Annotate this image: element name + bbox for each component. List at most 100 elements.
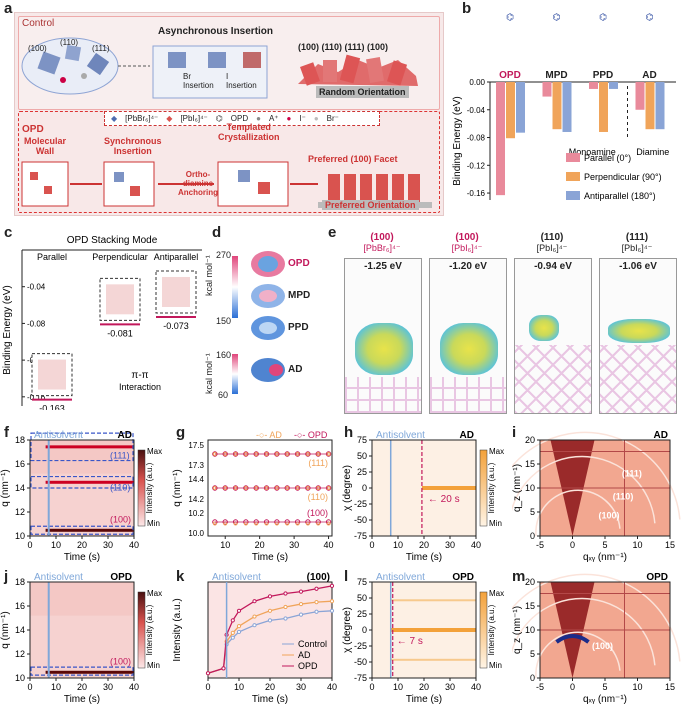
i-ytick-label: 15: [525, 459, 535, 469]
f-ylabel: q (nm⁻¹): [0, 469, 11, 507]
f-cb-min: Min: [147, 519, 160, 528]
b-ytick-label: -0.08: [467, 134, 486, 143]
j-heat-band: [30, 582, 134, 616]
c-structure: [38, 359, 66, 390]
f-peak-label: (100): [110, 514, 131, 524]
b-bar-mpd-0: [542, 82, 552, 97]
legend-pbi6: [PbI₆]⁴⁻: [180, 114, 208, 123]
g-ytick-label: 17.5: [188, 441, 204, 450]
i-ring: [512, 431, 681, 520]
i-ring-label: (100): [599, 511, 620, 521]
h-ytick-label: -25: [354, 499, 367, 509]
f-cb-max: Max: [147, 447, 162, 456]
f-peak: [45, 528, 134, 532]
b-molecule-icon: ⌬: [506, 12, 514, 22]
b-group-label: Diamine: [636, 147, 669, 157]
j-colorbar: [137, 591, 146, 669]
i-ring: [535, 489, 621, 537]
h-xtick-label: 10: [393, 540, 403, 550]
e-charge-density: [440, 323, 498, 375]
chart-f: (111)(110)(100)Antisolvent AD0 10 20 30 40101…: [0, 430, 162, 563]
l-cb-label: Intensity (a.u.): [487, 604, 496, 655]
e-structure: -0.94 eV: [514, 258, 592, 414]
m-ytick-label: 20: [525, 577, 535, 587]
g-ytick-label: 10.2: [188, 509, 204, 518]
l-band-up: [390, 599, 476, 602]
b-bar-mpd-1: [552, 82, 562, 130]
c-mode-label: Antiparallel: [154, 252, 199, 262]
k-point-opd: [236, 608, 242, 613]
control-title: Control: [22, 18, 55, 29]
i-ylabel: q_z (nm⁻¹): [512, 464, 523, 512]
i-xlabel: qₓᵧ (nm⁻¹): [583, 552, 627, 563]
i-ytick-label: 0: [530, 531, 535, 541]
k-point-ad: [298, 601, 304, 607]
k-point-control: [314, 609, 319, 614]
chart-l: ← 7 s Antisolvent OPD 0 10 20 30 40 -75 -50 -25 0 25…: [342, 572, 504, 705]
g-ytick-label: 14.4: [188, 475, 204, 484]
legend-opd: OPD: [230, 114, 249, 123]
m-xtick-label: 5: [602, 682, 607, 692]
j-ytick-label: 18: [15, 577, 25, 587]
b-ylabel: Binding Energy (eV): [452, 96, 463, 186]
chart-g: 10 20 30 40 17.5 17.3 (111) 14.4 14.2 (110) 10.2 10…: [172, 430, 334, 563]
k-xtick-label: 30: [296, 682, 306, 692]
b-cat-label: OPD: [499, 70, 521, 81]
m-ytick-label: 0: [530, 673, 535, 683]
k-point-ad: [329, 599, 335, 604]
k-legend-label: Control: [298, 639, 327, 649]
j-xlabel: Time (s): [64, 694, 100, 705]
l-band-0: [390, 628, 476, 632]
g-peak-label: (110): [308, 492, 328, 502]
l-cb-max: Max: [489, 589, 504, 598]
f-ytick-label: 18: [15, 435, 25, 445]
panel-label-k: k: [176, 568, 185, 585]
l-xtick-label: 0: [369, 682, 374, 692]
k-point-control: [236, 629, 242, 635]
b-legend-label: Perpendicular (90°): [584, 172, 662, 182]
l-xtick-label: 10: [393, 682, 403, 692]
k-point-opd: [267, 594, 273, 599]
j-cb-max: Max: [147, 589, 162, 598]
e-lattice: [515, 345, 591, 413]
mol-mpd: MPD: [288, 290, 311, 301]
k-point-control: [230, 635, 235, 640]
e-energy: -0.94 eV: [534, 261, 572, 272]
legend-i-icon: ●: [286, 114, 292, 123]
l-ytick-label: 50: [357, 593, 367, 603]
l-title: OPD: [452, 572, 474, 583]
g-point-ad: [264, 521, 269, 526]
panel-label-h: h: [344, 424, 354, 441]
g-frame: [207, 439, 333, 537]
b-bar-opd-2: [516, 82, 525, 133]
f-ytick-label: 16: [15, 459, 25, 469]
m-ring: [512, 573, 681, 662]
e-energy: -1.20 eV: [449, 261, 487, 272]
e-charge-density: [355, 323, 413, 375]
facet-110-left: (110): [60, 38, 79, 47]
b-ytick-label: -0.12: [467, 161, 486, 170]
b-legend-swatch: [566, 153, 580, 162]
h-xtick-label: 30: [445, 540, 455, 550]
g-xtick-label: 40: [324, 540, 334, 550]
g-point-ad: [243, 521, 248, 526]
e-species: [PbI₆]⁴⁻: [536, 243, 568, 253]
g-point-ad: [274, 521, 279, 526]
h-cb-min: Min: [489, 519, 502, 528]
m-xlabel: qₓᵧ (nm⁻¹): [583, 694, 627, 705]
j-ytick-label: 12: [15, 649, 25, 659]
e-column: (100) [PbBr₆]⁴⁻ -1.25 eV: [342, 232, 422, 414]
h-band-0: [421, 486, 476, 490]
g-ytick-label: 14.2: [188, 495, 204, 504]
panel-d-graphics: [232, 251, 285, 394]
panel-label-f: f: [4, 424, 9, 441]
k-ylabel: Intensity (a.u.): [172, 598, 183, 661]
l-xlabel: Time (s): [406, 694, 442, 705]
e-structure: -1.06 eV: [599, 258, 677, 414]
e-lattice: [430, 377, 506, 413]
e-facet: (110): [540, 232, 564, 243]
c-value-label: -0.081: [107, 328, 133, 338]
h-xlabel: Time (s): [406, 552, 442, 563]
j-xtick-label: 40: [129, 682, 139, 692]
